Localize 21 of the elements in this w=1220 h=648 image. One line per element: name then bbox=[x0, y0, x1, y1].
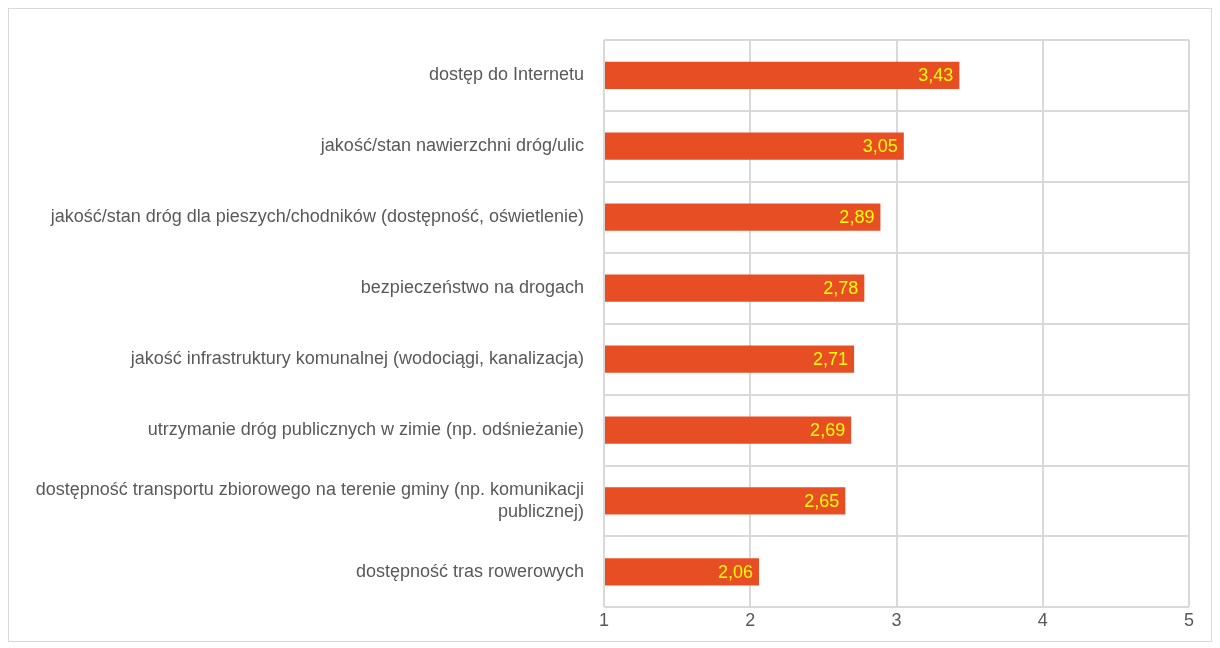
data-label: 2,78 bbox=[823, 278, 859, 299]
x-tick-label: 1 bbox=[598, 610, 610, 631]
x-tick-label: 5 bbox=[1183, 610, 1195, 631]
y-tick-label: jakość infrastruktury komunalnej (wodociągi, kanalizacja) bbox=[129, 348, 584, 369]
data-label: 2,69 bbox=[810, 419, 846, 440]
data-label: 2,06 bbox=[717, 561, 754, 582]
y-tick-label: bezpieczeństwo na drogach bbox=[360, 277, 584, 298]
y-tick-label: dostęp do Internetu bbox=[428, 64, 584, 85]
x-tick-label: 3 bbox=[891, 610, 902, 631]
x-tick-label: 4 bbox=[1037, 610, 1048, 631]
y-tick-label: utrzymanie dróg publicznych w zimie (np. odśnieżanie) bbox=[147, 418, 584, 439]
data-label: 2,71 bbox=[813, 349, 849, 370]
y-tick-label: dostępność transportu zbiorowego na terenie gminy (np. komunikacji publicznej) bbox=[35, 479, 584, 521]
data-label: 3,05 bbox=[862, 136, 898, 157]
y-tick-label: jakość/stan dróg dla pieszych/chodników (dostępność, oświetlenie) bbox=[49, 206, 584, 227]
data-label: 3,43 bbox=[918, 65, 954, 86]
x-tick-label: 2 bbox=[745, 610, 756, 631]
y-tick-label: jakość/stan nawierzchni dróg/ulic bbox=[319, 135, 584, 156]
data-label: 2,65 bbox=[804, 490, 840, 511]
y-tick-label: dostępność tras rowerowych bbox=[355, 560, 584, 581]
data-label: 2,89 bbox=[839, 207, 875, 228]
